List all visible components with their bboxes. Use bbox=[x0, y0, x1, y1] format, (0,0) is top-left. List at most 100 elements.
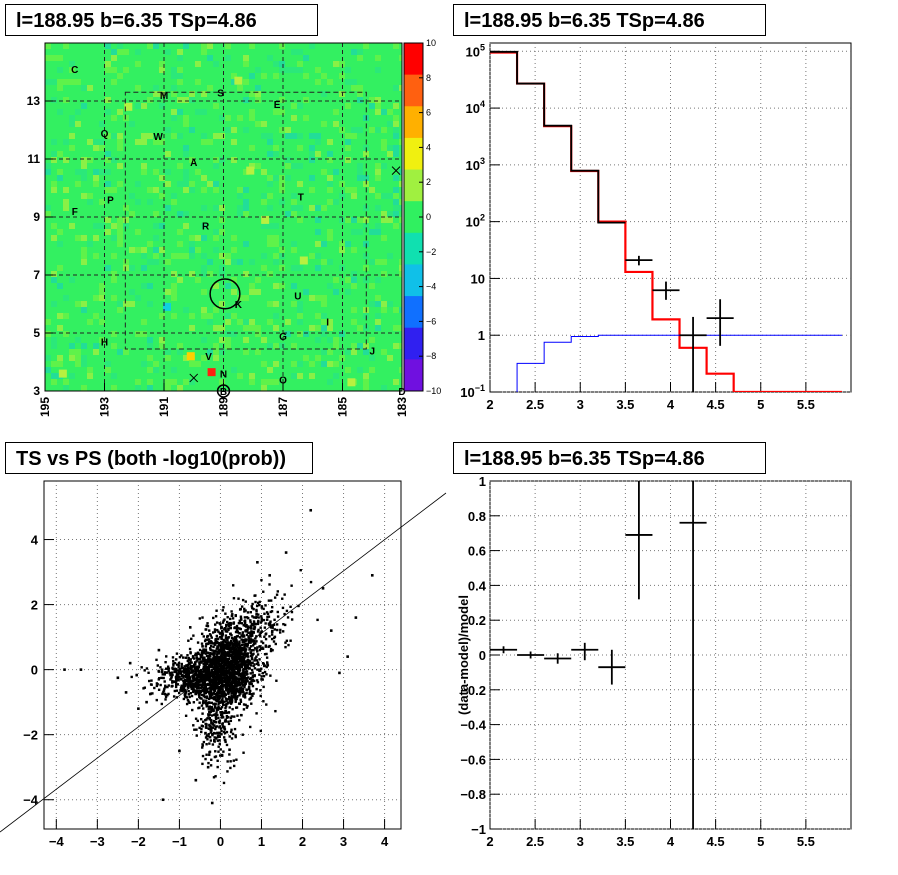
scatter-point bbox=[252, 607, 255, 611]
map-pixel bbox=[117, 139, 123, 145]
map-pixel bbox=[117, 241, 123, 247]
map-pixel bbox=[291, 205, 297, 211]
scatter-point bbox=[270, 633, 274, 636]
scatter-point bbox=[255, 655, 258, 658]
scatter-point bbox=[250, 702, 253, 705]
scatter-point bbox=[256, 622, 260, 625]
scatter-point bbox=[206, 717, 209, 720]
scatter-point bbox=[195, 656, 199, 659]
map-pixel bbox=[75, 121, 81, 127]
scatter-point bbox=[227, 711, 231, 714]
map-pixel bbox=[159, 247, 165, 253]
scatter-point bbox=[256, 620, 260, 624]
scatter-point bbox=[225, 716, 229, 719]
scatter-point bbox=[243, 619, 247, 622]
spectrum-y-tick-label: 10−1 bbox=[460, 383, 485, 400]
map-pixel bbox=[333, 373, 339, 379]
scatter-point bbox=[145, 667, 149, 670]
scatter-point bbox=[255, 610, 258, 613]
scatter-point bbox=[219, 748, 222, 751]
map-pixel bbox=[225, 313, 231, 319]
scatter-point bbox=[238, 631, 241, 635]
scatter-point bbox=[205, 672, 209, 675]
map-pixel bbox=[369, 187, 375, 193]
scatter-point bbox=[256, 679, 259, 682]
map-pixel bbox=[147, 199, 153, 205]
scatter-point bbox=[221, 716, 225, 719]
scatter-point bbox=[206, 622, 209, 625]
map-pixel bbox=[93, 235, 99, 241]
scatter-point bbox=[260, 617, 263, 620]
scatter-point bbox=[233, 685, 237, 688]
scatter-point bbox=[220, 668, 223, 671]
map-pixel bbox=[141, 319, 147, 325]
scatter-point bbox=[199, 678, 203, 681]
scatter-point bbox=[214, 721, 218, 724]
scatter-point bbox=[218, 719, 222, 722]
map-pixel bbox=[63, 139, 69, 145]
map-x-tick-label: 189 bbox=[217, 397, 231, 417]
scatter-point bbox=[265, 661, 269, 664]
spectrum-y-tick-label: 105 bbox=[466, 42, 485, 59]
map-pixel bbox=[309, 187, 315, 193]
map-pixel bbox=[387, 355, 393, 361]
map-pixel bbox=[291, 199, 297, 205]
scatter-point bbox=[240, 638, 243, 641]
scatter-point bbox=[221, 694, 225, 697]
map-pixel bbox=[147, 337, 153, 343]
map-source-label: N bbox=[220, 370, 227, 381]
map-pixel bbox=[165, 385, 171, 391]
map-pixel bbox=[75, 361, 81, 367]
map-pixel bbox=[81, 157, 87, 163]
scatter-point bbox=[329, 629, 333, 632]
map-source-label: A bbox=[190, 158, 197, 169]
map-pixel bbox=[57, 325, 63, 331]
scatter-point bbox=[204, 687, 208, 690]
scatter-point bbox=[174, 685, 178, 689]
scatter-point bbox=[240, 643, 244, 647]
map-pixel bbox=[327, 229, 333, 235]
map-pixel bbox=[237, 373, 243, 379]
scatter-point bbox=[268, 635, 271, 638]
map-pixel bbox=[81, 163, 87, 169]
scatter-point bbox=[218, 742, 221, 746]
scatter-point bbox=[226, 690, 230, 694]
scatter-point bbox=[181, 684, 185, 687]
map-pixel bbox=[327, 157, 333, 163]
scatter-point bbox=[225, 699, 228, 702]
map-pixel bbox=[189, 127, 195, 133]
scatter-point bbox=[234, 696, 238, 699]
scatter-point bbox=[257, 613, 260, 616]
scatter-point bbox=[239, 681, 242, 684]
map-pixel bbox=[393, 127, 399, 133]
map-y-tick-label: 11 bbox=[27, 152, 40, 166]
map-pixel bbox=[171, 199, 177, 205]
map-pixel bbox=[51, 157, 57, 163]
map-pixel bbox=[357, 343, 363, 349]
map-pixel bbox=[213, 349, 219, 355]
map-pixel bbox=[183, 121, 189, 127]
scatter-point bbox=[211, 672, 215, 676]
map-pixel bbox=[45, 355, 51, 361]
map-pixel bbox=[141, 133, 147, 139]
scatter-point bbox=[260, 615, 263, 618]
map-pixel bbox=[75, 355, 81, 361]
map-pixel bbox=[291, 115, 297, 121]
scatter-point bbox=[167, 669, 170, 673]
scatter-point bbox=[230, 686, 234, 689]
map-pixel bbox=[225, 331, 231, 337]
map-pixel bbox=[189, 157, 195, 163]
scatter-point bbox=[222, 736, 226, 739]
map-pixel bbox=[249, 379, 255, 385]
scatter-point bbox=[213, 681, 216, 685]
scatter-point bbox=[242, 691, 245, 694]
scatter-point bbox=[147, 679, 151, 683]
map-pixel bbox=[123, 115, 129, 121]
scatter-point bbox=[222, 606, 225, 609]
map-pixel bbox=[291, 343, 297, 349]
map-pixel bbox=[285, 319, 291, 325]
map-pixel bbox=[201, 175, 207, 181]
scatter-point bbox=[272, 623, 276, 627]
scatter-point bbox=[198, 648, 202, 652]
